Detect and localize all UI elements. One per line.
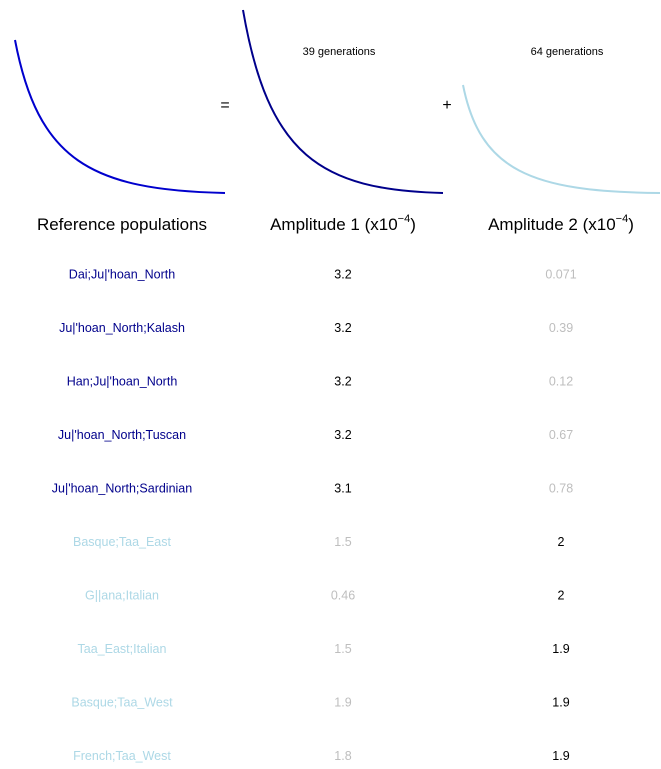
amplitude-value: 3.1 (334, 481, 351, 495)
header-text: Reference populations (37, 215, 207, 234)
amplitude-value: 3.2 (334, 267, 351, 281)
component-label: 64 generations (531, 46, 604, 58)
header-close: ) (410, 215, 416, 234)
population-label: Taa_East;Italian (78, 642, 167, 656)
amplitude-value: 0.78 (549, 481, 573, 495)
amplitude-value: 1.9 (552, 749, 569, 763)
amplitude-value: 2 (558, 535, 565, 549)
amplitude-value: 3.2 (334, 428, 351, 442)
header-close: ) (628, 215, 634, 234)
amplitude-value: 0.39 (549, 321, 573, 335)
population-label: Basque;Taa_West (71, 695, 173, 709)
amplitude-value: 0.12 (549, 374, 573, 388)
component1-curve (242, 9, 444, 194)
population-label: Han;Ju|'hoan_North (67, 374, 178, 388)
amplitude-value: 3.2 (334, 321, 351, 335)
amplitude-value: 0.46 (331, 588, 355, 602)
amplitude-value: 2 (558, 588, 565, 602)
population-label: Dai;Ju|'hoan_North (69, 267, 175, 281)
header-text: Amplitude 1 (x10 (270, 215, 398, 234)
amplitude-value: 0.071 (545, 267, 576, 281)
component-label: 39 generations (303, 46, 376, 58)
amplitude-value: 1.9 (552, 642, 569, 656)
amplitude-value: 1.5 (334, 535, 351, 549)
population-label: Ju|'hoan_North;Tuscan (58, 428, 186, 442)
header-exponent: −4 (616, 213, 629, 225)
population-label: Basque;Taa_East (73, 535, 172, 549)
amplitude-value: 1.9 (552, 695, 569, 709)
plus-sign: + (442, 97, 451, 114)
population-label: Ju|'hoan_North;Sardinian (52, 481, 192, 495)
population-label: Ju|'hoan_North;Kalash (59, 321, 185, 335)
population-label: G||ana;Italian (85, 588, 159, 602)
column-header: Reference populations (37, 215, 207, 234)
amplitude-value: 1.8 (334, 749, 351, 763)
header-text: Amplitude 2 (x10 (488, 215, 616, 234)
column-header: Amplitude 1 (x10−4) (270, 213, 416, 235)
total-curve (14, 39, 226, 194)
amplitude-value: 3.2 (334, 374, 351, 388)
amplitude-value: 0.67 (549, 428, 573, 442)
equals-sign: = (220, 97, 229, 114)
column-header: Amplitude 2 (x10−4) (488, 213, 634, 235)
table: Reference populations Amplitude 1 (x10−4)… (37, 213, 634, 763)
component2-curve (462, 84, 661, 194)
amplitude-value: 1.9 (334, 695, 351, 709)
header-exponent: −4 (398, 213, 411, 225)
amplitude-value: 1.5 (334, 642, 351, 656)
population-label: French;Taa_West (73, 749, 171, 763)
